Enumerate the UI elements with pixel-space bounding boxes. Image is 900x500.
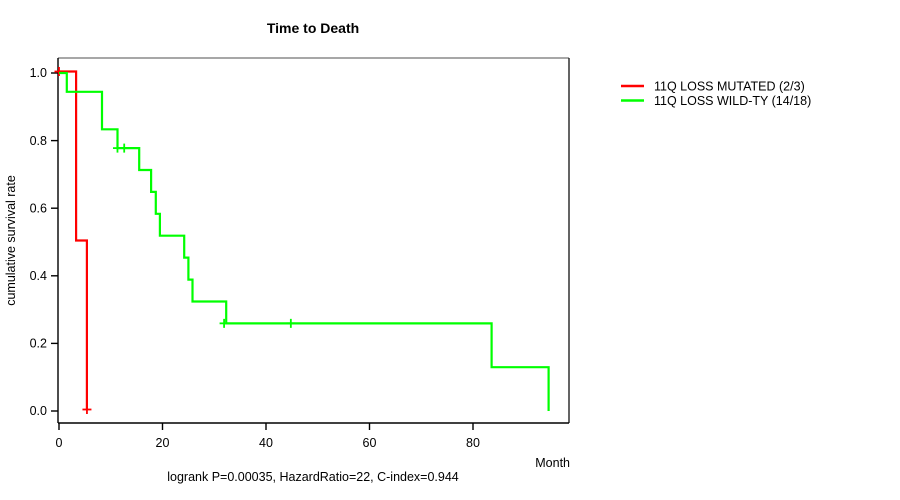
legend: 11Q LOSS MUTATED (2/3) 11Q LOSS WILD-TY … (621, 80, 811, 108)
plot-area: 0 20 40 60 80 0.0 0.2 0.4 0.6 0.8 1.0 (30, 57, 570, 450)
y-tick-label: 0.8 (30, 134, 47, 148)
legend-label-mutated: 11Q LOSS MUTATED (2/3) (654, 80, 805, 94)
x-axis-label: Month (535, 456, 570, 470)
legend-label-wildtype: 11Q LOSS WILD-TY (14/18) (654, 94, 811, 108)
x-tick-label: 20 (156, 436, 170, 450)
x-tick-label: 60 (363, 436, 377, 450)
y-tick-label: 0.4 (30, 269, 47, 283)
x-tick-label: 80 (466, 436, 480, 450)
y-tick-label: 0.0 (30, 404, 47, 418)
survival-curve-mutated (59, 70, 89, 410)
chart-title: Time to Death (267, 20, 359, 36)
y-tick-label: 0.2 (30, 337, 47, 351)
y-tick-label: 0.6 (30, 201, 47, 215)
stats-annotation: logrank P=0.00035, HazardRatio=22, C-ind… (167, 470, 459, 484)
x-tick-label: 0 (56, 436, 63, 450)
x-tick-label: 40 (259, 436, 273, 450)
y-axis-label: cumulative survival rate (4, 175, 18, 306)
y-tick-label: 1.0 (30, 66, 47, 80)
survival-curve-wildtype (59, 71, 550, 411)
